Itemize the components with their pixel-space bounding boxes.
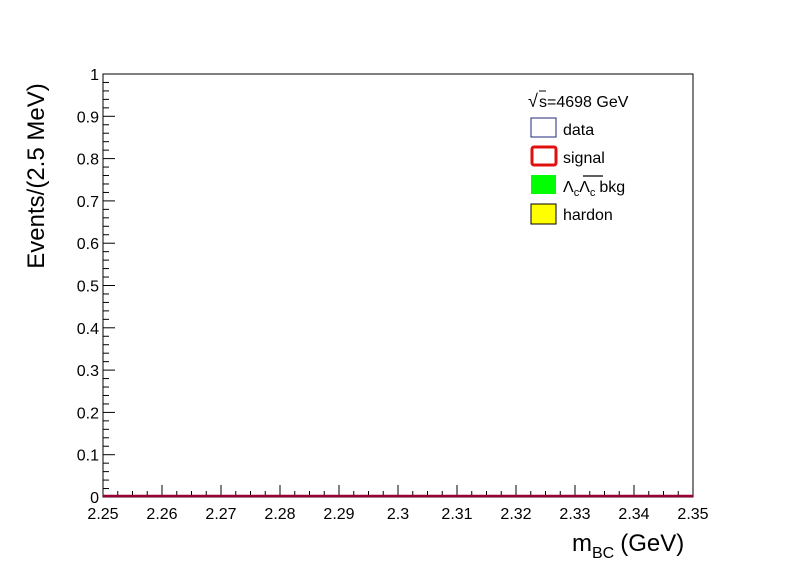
legend-label-data: data [563, 122, 594, 139]
y-tick-label: 0.7 [77, 194, 99, 211]
x-tick-label: 2.26 [146, 506, 177, 523]
x-tick-label: 2.3 [387, 506, 409, 523]
x-axis-label: mBC (GeV) [572, 530, 684, 562]
x-tick-label: 2.27 [205, 506, 236, 523]
y-tick-label: 0.6 [77, 236, 99, 253]
y-axis-tick-labels: 0 0.1 0.2 0.3 0.4 0.5 0.6 0.7 0.8 0.9 1 [77, 67, 99, 507]
x-tick-label: 2.33 [559, 506, 590, 523]
x-axis-label-sub: BC [592, 545, 614, 562]
y-tick-label: 0.9 [77, 109, 99, 126]
plot-frame [102, 73, 694, 498]
x-tick-label: 2.34 [618, 506, 649, 523]
legend-label-lclc-bkg: ΛcΛc bkg [563, 179, 625, 199]
y-tick-label: 0.8 [77, 152, 99, 169]
y-tick-label: 0.2 [77, 405, 99, 422]
sqrt-symbol: √ [528, 91, 538, 111]
legend-swatch-data [530, 117, 557, 138]
legend-swatch-signal [530, 145, 558, 167]
x-tick-label: 2.25 [87, 506, 118, 523]
energy-annotation-text: s=4698 GeV [539, 94, 629, 111]
y-tick-label: 1 [90, 67, 99, 84]
legend-entry-data: data [530, 117, 594, 139]
lambda-2: Λ [579, 179, 590, 196]
x-tick-label: 2.35 [677, 506, 708, 523]
x-axis-label-main: m [572, 530, 592, 557]
bkg-word: bkg [599, 179, 625, 196]
y-axis-label: Events/(2.5 MeV) [23, 83, 50, 268]
x-tick-label: 2.32 [500, 506, 531, 523]
y-tick-label: 0.1 [77, 448, 99, 465]
lambda-1: Λ [563, 179, 574, 196]
lambda-1-sub: c [574, 187, 580, 199]
x-axis-tick-labels: 2.25 2.26 2.27 2.28 2.29 2.3 2.31 2.32 2.33 2.34 2… [87, 506, 708, 523]
lambda-2-sub: c [590, 187, 596, 199]
legend: √ s=4698 GeV data signal ΛcΛc bkg hardon [528, 90, 629, 225]
legend-label-signal: signal [563, 150, 605, 167]
x-tick-label: 2.29 [323, 506, 354, 523]
legend-label-hardon: hardon [563, 207, 613, 224]
y-axis-ticks [103, 73, 115, 498]
legend-swatch-lclc-bkg [531, 175, 556, 194]
y-tick-label: 0 [90, 490, 99, 507]
x-axis-label-unit: (GeV) [620, 530, 684, 557]
y-tick-label: 0.3 [77, 363, 99, 380]
x-tick-label: 2.31 [441, 506, 472, 523]
legend-entry-signal: signal [530, 145, 605, 167]
legend-swatch-hardon [530, 203, 557, 225]
energy-annotation: √ s=4698 GeV [528, 90, 629, 111]
x-tick-label: 2.28 [264, 506, 295, 523]
legend-entry-hardon: hardon [530, 203, 613, 225]
y-tick-label: 0.5 [77, 279, 99, 296]
y-tick-label: 0.4 [77, 321, 99, 338]
legend-entry-lclc-bkg: ΛcΛc bkg [531, 175, 625, 199]
